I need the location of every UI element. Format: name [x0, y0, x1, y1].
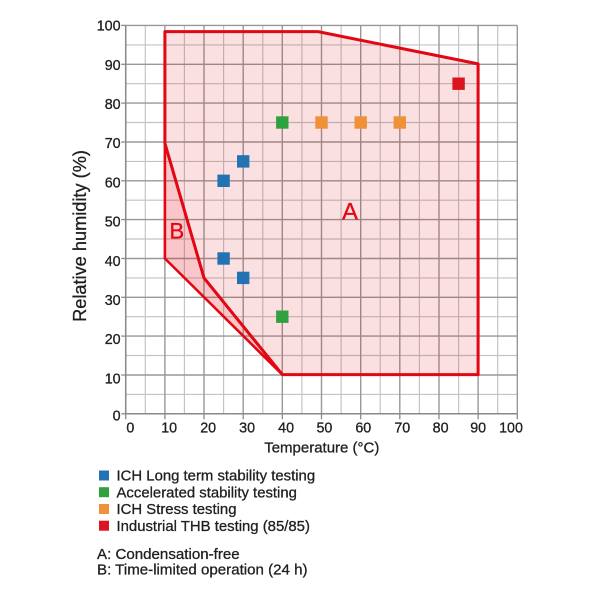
svg-text:70: 70: [105, 136, 121, 152]
svg-text:Relative humidity (%): Relative humidity (%): [70, 150, 90, 322]
svg-text:40: 40: [105, 254, 121, 270]
svg-text:80: 80: [105, 97, 121, 113]
svg-text:60: 60: [355, 421, 371, 437]
svg-text:Temperature (°C): Temperature (°C): [264, 440, 379, 457]
svg-text:90: 90: [470, 421, 486, 437]
svg-text:30: 30: [105, 293, 121, 309]
svg-text:40: 40: [278, 421, 294, 437]
svg-text:B: Time-limited operation (24: B: Time-limited operation (24 h): [97, 561, 308, 578]
svg-text:A: A: [342, 199, 358, 226]
svg-text:50: 50: [105, 215, 121, 231]
svg-text:0: 0: [113, 409, 121, 425]
svg-text:A: Condensation-free: A: Condensation-free: [97, 546, 240, 563]
svg-text:10: 10: [105, 371, 121, 387]
svg-text:60: 60: [105, 175, 121, 191]
svg-text:20: 20: [200, 421, 216, 437]
svg-text:ICH Long term stability testin: ICH Long term stability testing: [117, 469, 316, 485]
svg-text:100: 100: [97, 19, 121, 35]
svg-text:ICH Stress testing: ICH Stress testing: [117, 502, 237, 518]
svg-text:Accelerated stability testing: Accelerated stability testing: [117, 485, 297, 501]
svg-text:70: 70: [394, 421, 410, 437]
svg-text:80: 80: [433, 421, 449, 437]
svg-text:100: 100: [499, 421, 523, 437]
svg-text:30: 30: [239, 421, 255, 437]
svg-text:Industrial THB testing (85/85): Industrial THB testing (85/85): [117, 519, 310, 535]
svg-text:90: 90: [105, 58, 121, 74]
svg-text:10: 10: [161, 421, 177, 437]
svg-text:50: 50: [316, 421, 332, 437]
svg-text:B: B: [169, 218, 184, 243]
svg-text:0: 0: [126, 421, 134, 437]
svg-text:20: 20: [105, 332, 121, 348]
